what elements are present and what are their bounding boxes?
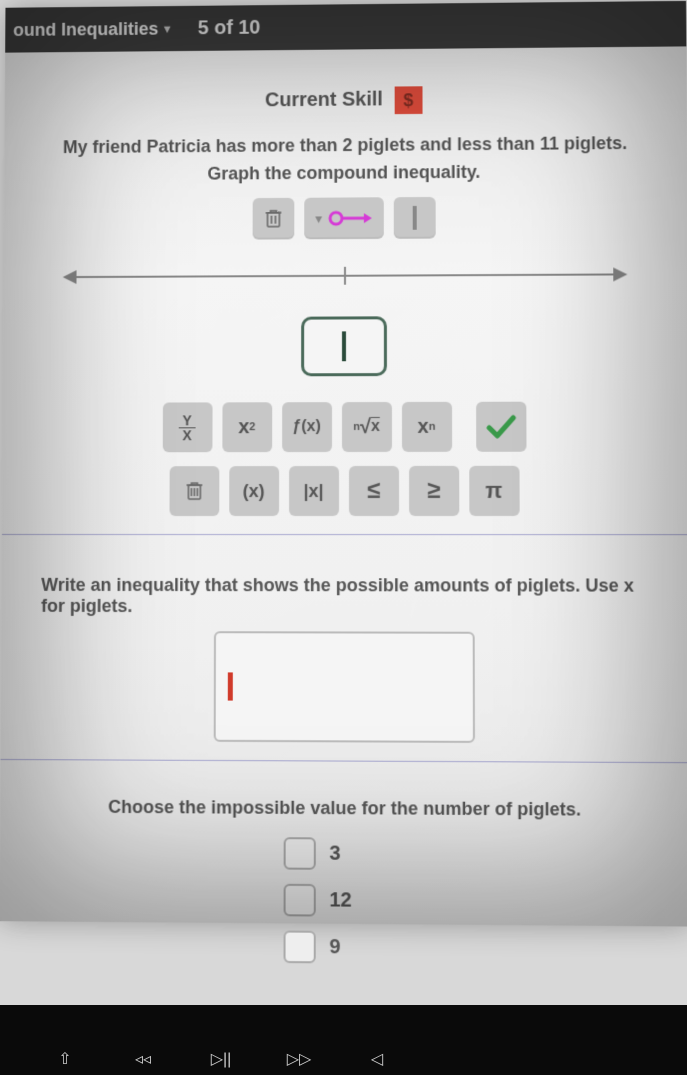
option-row[interactable]: 9	[283, 931, 404, 965]
chevron-down-icon: ▾	[164, 22, 170, 36]
problem-text: My friend Patricia has more than 2 pigle…	[44, 130, 647, 161]
graph-answer-slot[interactable]	[301, 316, 387, 376]
breadcrumb-label: ound Inequalities	[13, 18, 158, 40]
checkbox[interactable]	[283, 884, 315, 917]
option-label: 12	[329, 889, 351, 913]
le-label: ≤	[367, 477, 380, 505]
root-index: n	[353, 421, 360, 433]
choice-section: Choose the impossible value for the numb…	[39, 778, 652, 966]
section-divider	[2, 534, 687, 535]
key: ▷▷	[274, 1049, 324, 1069]
number-line-tick	[344, 267, 346, 285]
ge-label: ≥	[427, 477, 440, 505]
inequality-section: Write an inequality that shows the possi…	[40, 553, 650, 744]
progress-counter: 5 of 10	[198, 16, 261, 39]
subscript-button[interactable]: xn	[401, 402, 451, 452]
checkbox[interactable]	[283, 931, 315, 964]
paren-label: (x)	[243, 481, 265, 502]
function-label: ƒ(x)	[292, 418, 320, 436]
vertical-line-icon	[412, 206, 416, 230]
option-row[interactable]: 3	[283, 837, 404, 870]
option-label: 9	[329, 935, 340, 959]
abs-label: |x|	[303, 481, 323, 502]
skill-label: Current Skill	[265, 89, 383, 112]
sub-base: x	[418, 415, 429, 438]
fraction-top: Y	[179, 413, 196, 428]
option-row[interactable]: 12	[283, 884, 404, 917]
trash-icon[interactable]	[252, 198, 294, 240]
math-key-row-1: Y X x2 ƒ(x) n√x xn	[42, 401, 649, 452]
instruction-text: Graph the compound inequality.	[44, 161, 647, 186]
breadcrumb[interactable]: ound Inequalities ▾	[13, 18, 170, 40]
key: ⇧	[40, 1049, 90, 1069]
math-key-row-2: (x) |x| ≤ ≥ π	[42, 466, 649, 516]
number-line[interactable]	[63, 255, 628, 297]
skill-row: Current Skill $	[44, 84, 647, 117]
submit-button[interactable]	[476, 402, 526, 452]
fraction-bottom: X	[182, 428, 191, 442]
option-label: 3	[329, 842, 340, 865]
root-arg: x	[371, 418, 380, 436]
sub-n: n	[429, 421, 436, 433]
topbar: ound Inequalities ▾ 5 of 10	[5, 1, 686, 53]
parentheses-button[interactable]: (x)	[229, 466, 279, 516]
options-list: 3 12 9	[39, 836, 652, 967]
less-equal-button[interactable]: ≤	[348, 466, 398, 516]
power-exp: 2	[249, 421, 255, 433]
ray-tool-button[interactable]: ▾	[304, 197, 384, 239]
key: ▷||	[196, 1049, 246, 1069]
arrow-right-icon	[613, 267, 627, 281]
vertical-line-tool[interactable]	[393, 197, 435, 239]
power-base: x	[238, 416, 249, 439]
q2-text: Write an inequality that shows the possi…	[41, 575, 650, 618]
input-cursor	[227, 672, 232, 700]
key: ◁	[352, 1049, 402, 1069]
checkbox[interactable]	[283, 837, 315, 870]
text-cursor	[342, 331, 346, 361]
dropdown-caret-icon: ▾	[315, 210, 322, 227]
graph-tool-row: ▾	[43, 196, 647, 241]
fraction-button[interactable]: Y X	[162, 402, 212, 452]
greater-equal-button[interactable]: ≥	[409, 466, 459, 516]
inequality-input[interactable]	[213, 631, 474, 743]
physical-keyboard: ⇧ ◃◃ ▷|| ▷▷ ◁	[0, 1005, 687, 1075]
function-button[interactable]: ƒ(x)	[282, 402, 332, 452]
skill-badge[interactable]: $	[394, 86, 422, 114]
content-area: Current Skill $ My friend Patricia has m…	[0, 46, 687, 966]
key: ◃◃	[118, 1049, 168, 1069]
pi-button[interactable]: π	[469, 466, 519, 516]
pi-label: π	[485, 478, 502, 504]
power-button[interactable]: x2	[222, 402, 272, 452]
section-divider-2	[0, 759, 687, 763]
nth-root-button[interactable]: n√x	[342, 402, 392, 452]
app-screen: ound Inequalities ▾ 5 of 10 Current Skil…	[0, 1, 687, 927]
absolute-value-button[interactable]: |x|	[289, 466, 339, 516]
trash-button[interactable]	[169, 466, 219, 516]
q3-text: Choose the impossible value for the numb…	[40, 796, 651, 821]
